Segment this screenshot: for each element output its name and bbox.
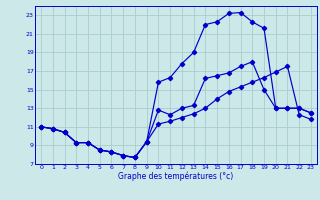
X-axis label: Graphe des températures (°c): Graphe des températures (°c) xyxy=(118,172,234,181)
